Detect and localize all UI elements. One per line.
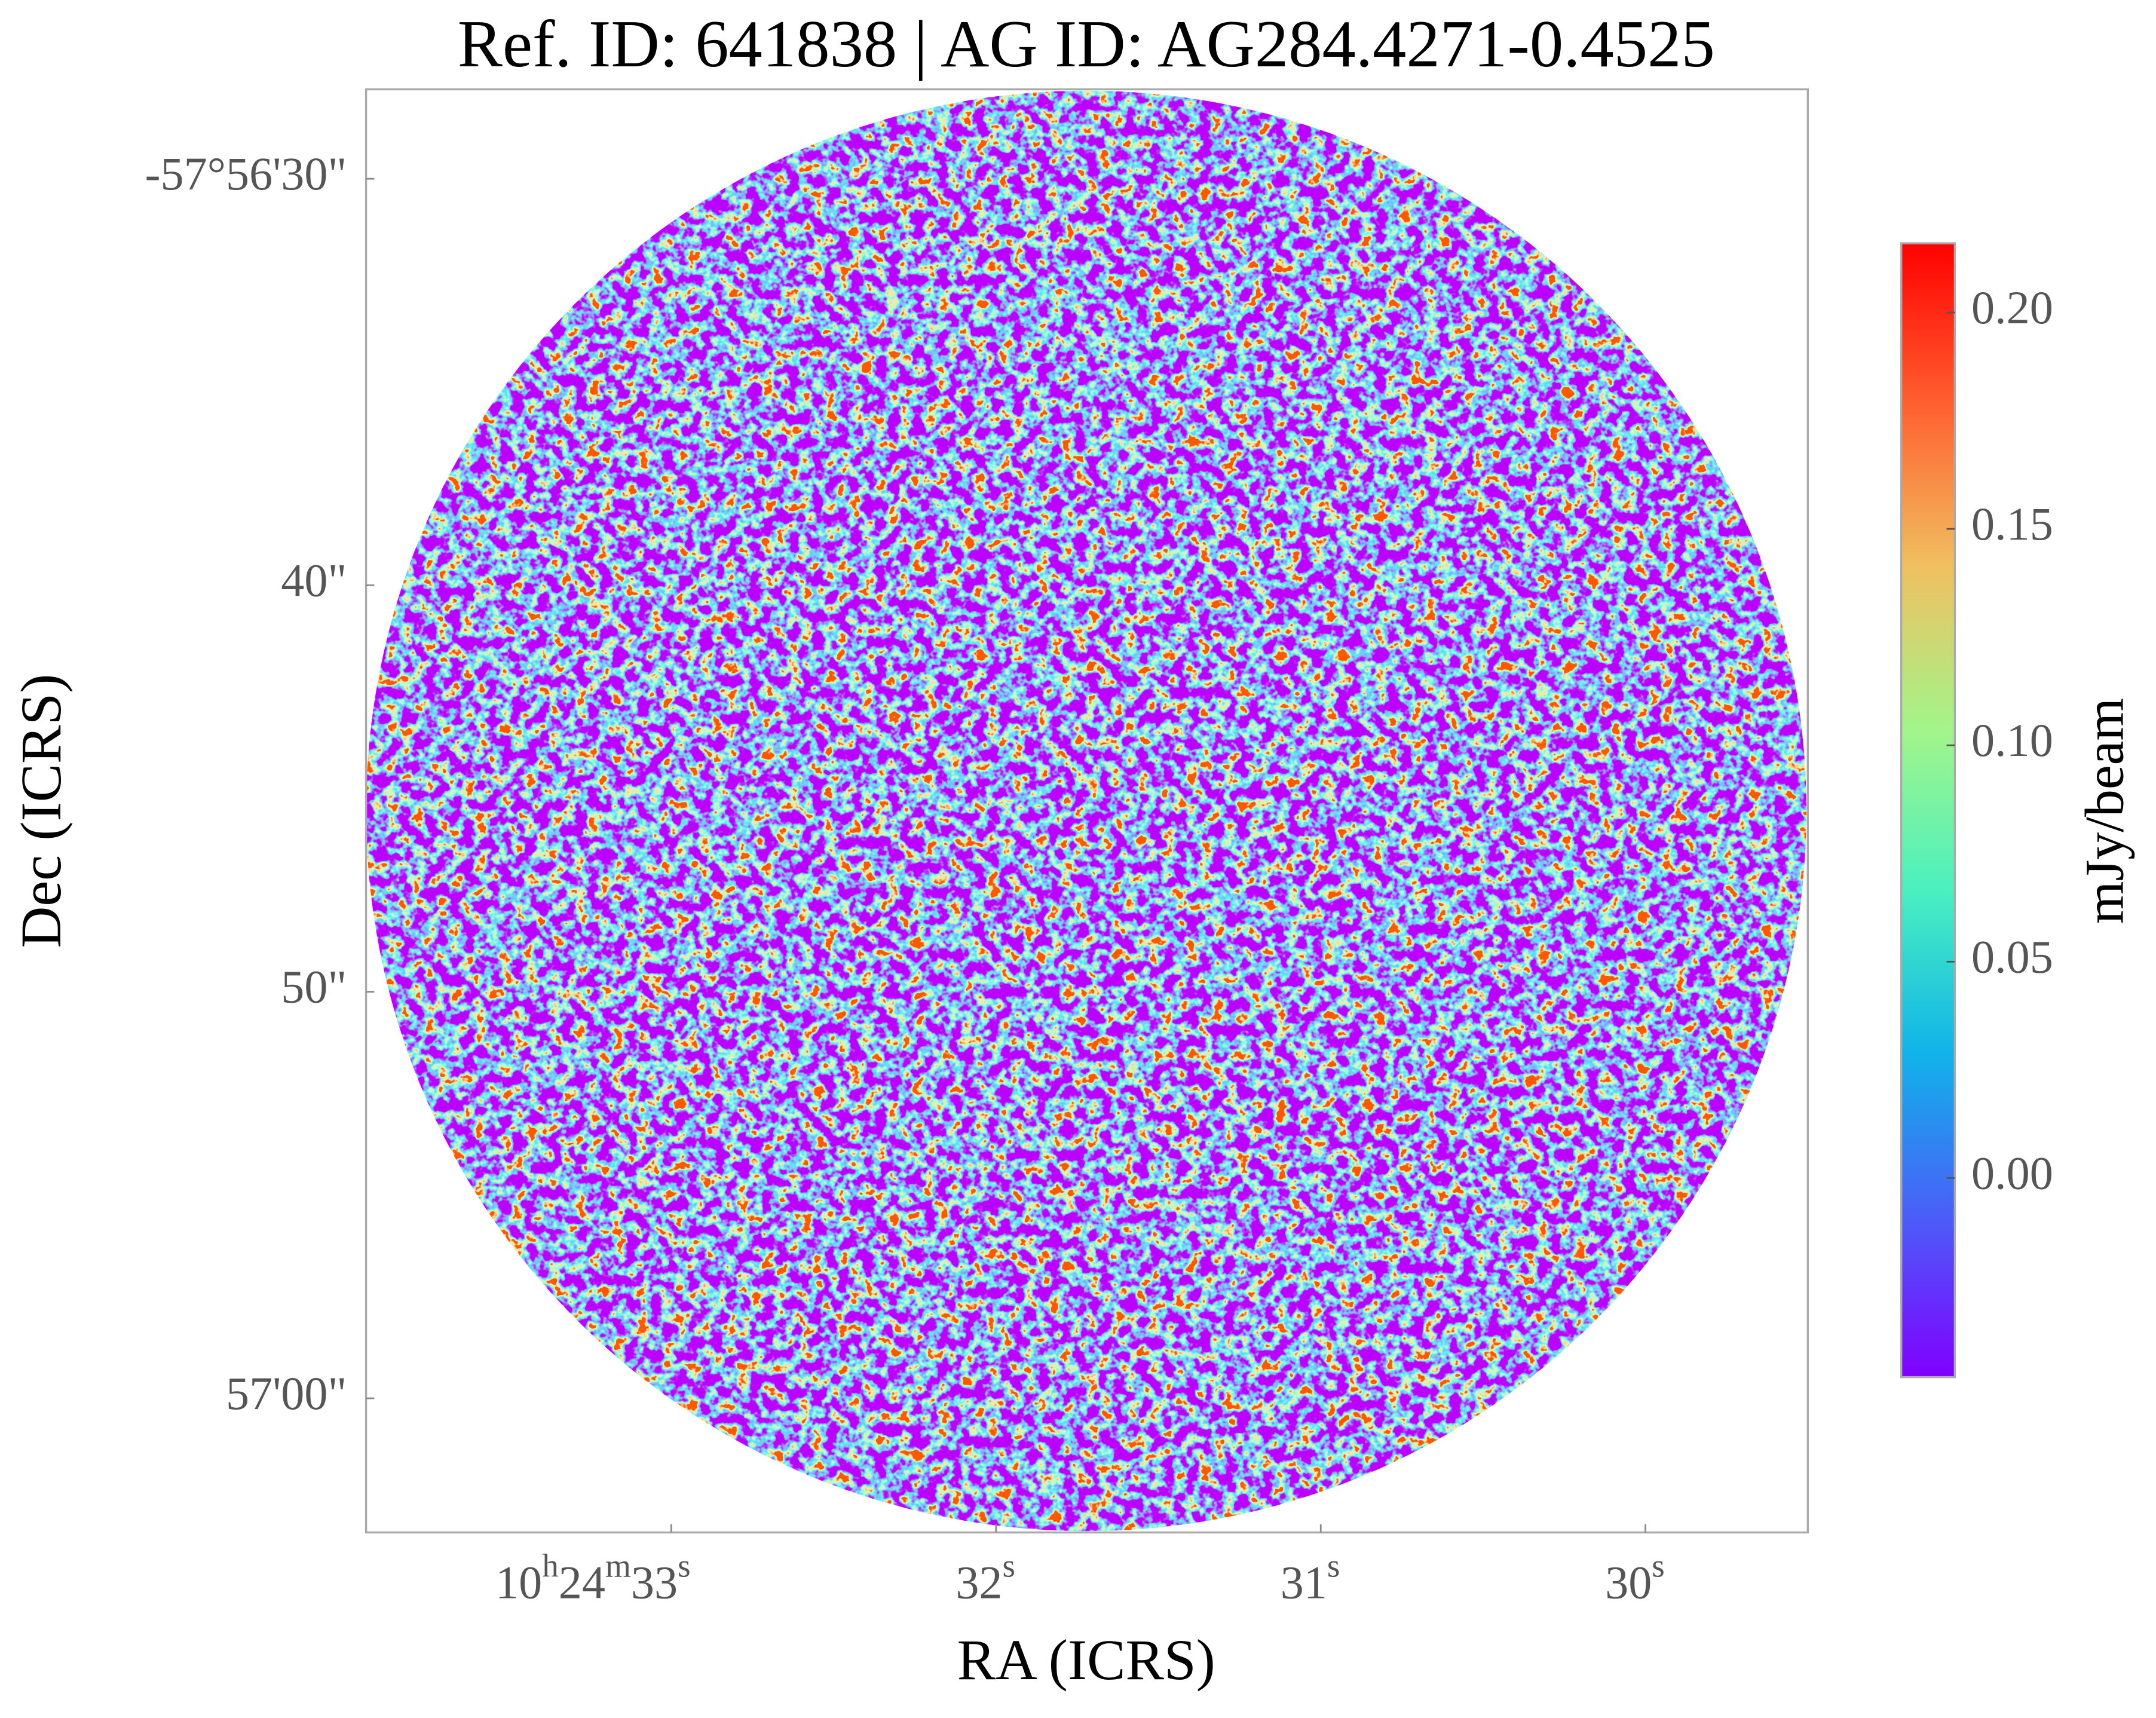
x-tick-label: 32s: [956, 1548, 1015, 1609]
y-axis-label: Dec (ICRS): [9, 674, 73, 948]
image-pixels: [366, 90, 1806, 1532]
colorbar-tick-label: 0.05: [1971, 930, 2053, 982]
y-tick-label: 50": [281, 961, 347, 1013]
y-tick-label: 57'00": [226, 1367, 347, 1419]
colorbar-label: mJy/beam: [2074, 698, 2134, 924]
y-tick-label: -57°56'30": [145, 148, 347, 200]
plot-frame: [365, 88, 1809, 1534]
x-axis-label: RA (ICRS): [957, 1628, 1215, 1692]
image: [366, 90, 1806, 1532]
colorbar-tick-label: 0.20: [1971, 281, 2053, 333]
colorbar: [1900, 242, 1956, 1379]
x-tick-label: 10h24m33s: [495, 1548, 691, 1609]
colorbar-tick-label: 0.15: [1971, 498, 2053, 550]
chart-title: Ref. ID: 641838 | AG ID: AG284.4271-0.45…: [458, 7, 1715, 81]
x-tick-label: 30s: [1605, 1548, 1665, 1609]
colorbar-tick-label: 0.00: [1971, 1147, 2053, 1199]
x-tick-label: 31s: [1281, 1548, 1340, 1609]
y-tick-label: 40": [281, 554, 347, 606]
colorbar-tick-label: 0.10: [1971, 714, 2053, 766]
